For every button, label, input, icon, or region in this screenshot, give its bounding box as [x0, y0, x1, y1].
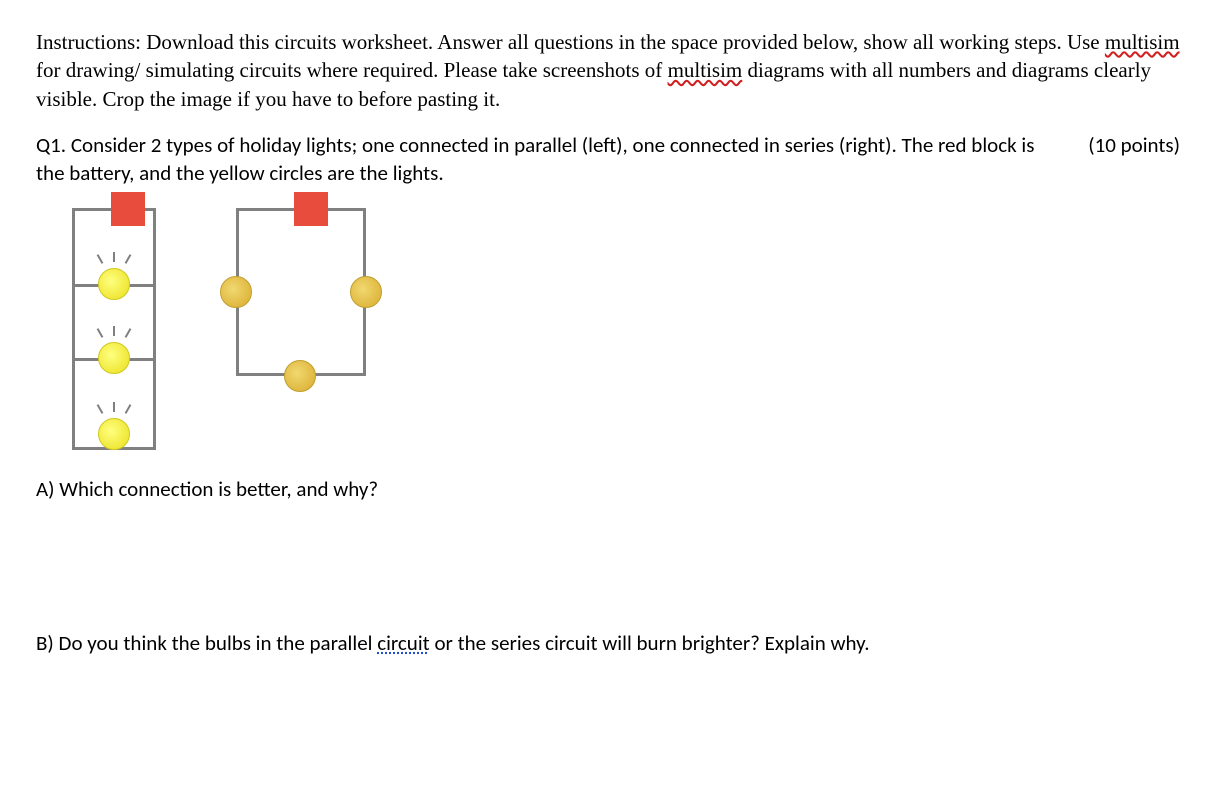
instructions-text-1: Instructions: Download this circuits wor… — [36, 30, 1105, 54]
part-b-pre: B) Do you think the bulbs in the paralle… — [36, 630, 377, 656]
spellcheck-word-1: multisim — [1105, 30, 1180, 54]
series-bulb-bottom — [284, 360, 316, 392]
parallel-bulb-3 — [98, 418, 130, 450]
parallel-bulb-2-rays — [89, 324, 139, 344]
instructions-paragraph: Instructions: Download this circuits wor… — [36, 28, 1180, 113]
series-bulb-left — [220, 276, 252, 308]
parallel-bulb-2 — [98, 342, 130, 374]
circuit-diagram — [36, 192, 436, 467]
parallel-bulb-3-rays — [89, 400, 139, 420]
grammar-word: circuit — [377, 630, 429, 656]
q1-points: (10 points) — [1068, 131, 1180, 188]
instructions-text-2: for drawing/ simulating circuits where r… — [36, 58, 668, 82]
series-battery — [294, 192, 328, 226]
answer-space-a — [36, 503, 1180, 623]
series-bulb-right — [350, 276, 382, 308]
spellcheck-word-2: multisim — [668, 58, 743, 82]
parallel-wire-right — [153, 208, 156, 450]
parallel-wire-left — [72, 208, 75, 450]
question-1: Q1. Consider 2 types of holiday lights; … — [36, 131, 1180, 657]
part-b: B) Do you think the bulbs in the paralle… — [36, 629, 1180, 657]
part-b-post: or the series circuit will burn brighter… — [430, 630, 870, 656]
part-a: A) Which connection is better, and why? — [36, 475, 1180, 503]
q1-text: Q1. Consider 2 types of holiday lights; … — [36, 131, 1066, 188]
parallel-bulb-1 — [98, 268, 130, 300]
parallel-battery — [111, 192, 145, 226]
parallel-bulb-1-rays — [89, 250, 139, 270]
